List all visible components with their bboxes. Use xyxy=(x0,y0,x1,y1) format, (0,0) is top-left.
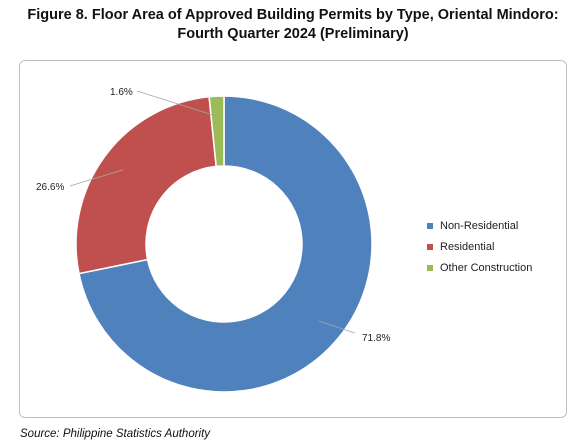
legend-swatch-residential xyxy=(427,243,433,250)
slice-non-residential xyxy=(78,95,373,393)
legend-label-other-construction: Other Construction xyxy=(440,261,533,274)
donut-slices xyxy=(75,95,373,393)
slice-residential xyxy=(75,95,217,275)
data-labels: 71.8% 26.6% 1.6% xyxy=(36,87,390,344)
chart-title-line-1: Figure 8. Floor Area of Approved Buildin… xyxy=(27,7,559,23)
slice-other-construction xyxy=(208,95,225,168)
leader-lines xyxy=(69,90,356,334)
legend-item-residential: Residential xyxy=(427,236,532,257)
legend-item-non-residential: Non-Residential xyxy=(427,215,532,236)
legend-swatch-non-residential xyxy=(427,222,433,229)
source-note: Source: Philippine Statistics Authority xyxy=(20,428,211,440)
legend-swatch-other-construction xyxy=(427,264,433,271)
chart-title: Figure 8. Floor Area of Approved Buildin… xyxy=(0,6,586,44)
leader-line-other-construction xyxy=(136,90,218,117)
leader-line-non-residential xyxy=(318,320,356,334)
legend-item-other-construction: Other Construction xyxy=(427,257,532,278)
data-label-non-residential: 71.8% xyxy=(362,333,390,344)
legend-label-non-residential: Non-Residential xyxy=(440,219,519,232)
data-label-other-construction: 1.6% xyxy=(110,87,133,98)
chart-title-line-2: Fourth Quarter 2024 (Preliminary) xyxy=(177,26,409,42)
legend-label-residential: Residential xyxy=(440,240,495,253)
data-label-residential: 26.6% xyxy=(36,182,64,193)
chart-legend: Non-Residential Residential Other Constr… xyxy=(427,215,532,278)
leader-line-residential xyxy=(69,169,124,187)
